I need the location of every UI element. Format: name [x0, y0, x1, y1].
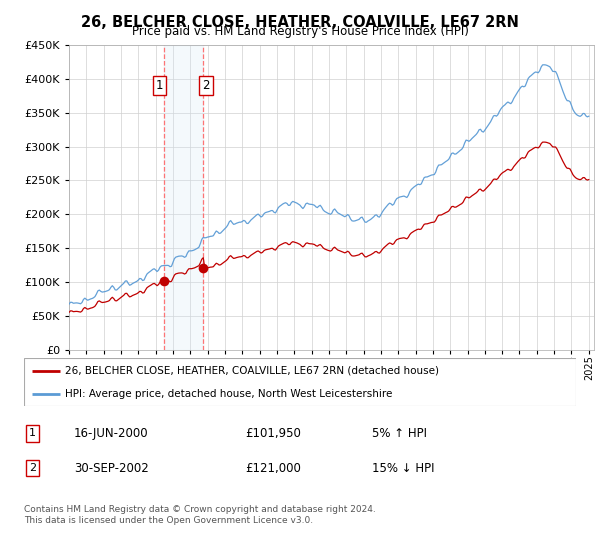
- Text: £101,950: £101,950: [245, 427, 301, 440]
- Text: 2: 2: [202, 79, 209, 92]
- Text: 2: 2: [29, 463, 36, 473]
- Bar: [164, 45, 203, 350]
- Text: 26, BELCHER CLOSE, HEATHER, COALVILLE, LE67 2RN (detached house): 26, BELCHER CLOSE, HEATHER, COALVILLE, L…: [65, 366, 439, 376]
- Text: 30-SEP-2002: 30-SEP-2002: [74, 461, 148, 475]
- Text: 26, BELCHER CLOSE, HEATHER, COALVILLE, LE67 2RN: 26, BELCHER CLOSE, HEATHER, COALVILLE, L…: [81, 15, 519, 30]
- Text: Contains HM Land Registry data © Crown copyright and database right 2024.
This d: Contains HM Land Registry data © Crown c…: [24, 505, 376, 525]
- FancyBboxPatch shape: [24, 358, 576, 406]
- Text: £121,000: £121,000: [245, 461, 301, 475]
- Text: 5% ↑ HPI: 5% ↑ HPI: [372, 427, 427, 440]
- Text: 16-JUN-2000: 16-JUN-2000: [74, 427, 148, 440]
- Text: 1: 1: [155, 79, 163, 92]
- Text: 15% ↓ HPI: 15% ↓ HPI: [372, 461, 434, 475]
- Text: HPI: Average price, detached house, North West Leicestershire: HPI: Average price, detached house, Nort…: [65, 389, 393, 399]
- Text: Price paid vs. HM Land Registry's House Price Index (HPI): Price paid vs. HM Land Registry's House …: [131, 25, 469, 38]
- Text: 1: 1: [29, 428, 36, 438]
